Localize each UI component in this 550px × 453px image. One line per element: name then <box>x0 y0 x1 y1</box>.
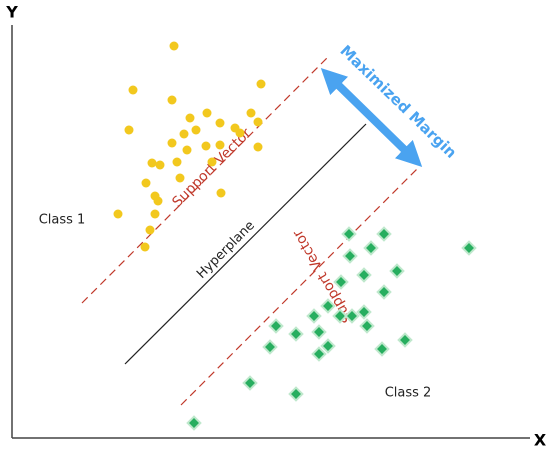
support-vector-line <box>180 165 421 406</box>
point <box>167 138 177 148</box>
point <box>268 318 284 334</box>
point <box>356 304 372 320</box>
class-label: Class 1 <box>39 213 86 228</box>
point <box>397 332 413 348</box>
y-axis-label: Y <box>5 3 18 22</box>
point <box>374 341 390 357</box>
point <box>153 196 163 206</box>
point <box>215 118 225 128</box>
point <box>389 263 405 279</box>
point <box>172 157 182 167</box>
point <box>332 308 348 324</box>
support-vector-label: Support Vector <box>290 227 356 326</box>
point <box>311 346 327 362</box>
hyperplane-line <box>124 123 367 365</box>
point <box>182 145 192 155</box>
point <box>356 267 372 283</box>
x-axis-label: X <box>534 431 547 450</box>
point <box>311 324 327 340</box>
point <box>124 125 134 135</box>
point <box>140 242 150 252</box>
point <box>359 318 375 334</box>
point <box>169 41 179 51</box>
point <box>344 308 360 324</box>
point <box>201 141 211 151</box>
point <box>246 108 256 118</box>
point <box>461 240 477 256</box>
point <box>288 326 304 342</box>
point <box>147 158 157 168</box>
point <box>186 415 202 431</box>
point <box>167 95 177 105</box>
point <box>242 375 258 391</box>
point <box>363 240 379 256</box>
point <box>202 108 212 118</box>
point <box>253 117 263 127</box>
point <box>235 128 245 138</box>
hyperplane-label: Hyperplane <box>194 218 258 282</box>
point <box>207 157 217 167</box>
point <box>376 226 392 242</box>
point <box>341 226 357 242</box>
point <box>175 173 185 183</box>
point <box>216 188 226 198</box>
support-vector-line <box>81 57 328 304</box>
margin-arrow <box>320 68 423 167</box>
point <box>150 209 160 219</box>
point <box>262 339 278 355</box>
point <box>376 284 392 300</box>
point <box>128 85 138 95</box>
point <box>288 386 304 402</box>
class-label: Class 2 <box>385 386 432 401</box>
point <box>215 140 225 150</box>
point <box>256 79 266 89</box>
point <box>113 209 123 219</box>
point <box>155 160 165 170</box>
point <box>320 338 336 354</box>
point <box>320 298 336 314</box>
point <box>141 178 151 188</box>
point <box>185 113 195 123</box>
point <box>333 274 349 290</box>
point <box>253 142 263 152</box>
point <box>179 129 189 139</box>
point <box>191 125 201 135</box>
point <box>145 225 155 235</box>
point <box>306 308 322 324</box>
point <box>342 248 358 264</box>
